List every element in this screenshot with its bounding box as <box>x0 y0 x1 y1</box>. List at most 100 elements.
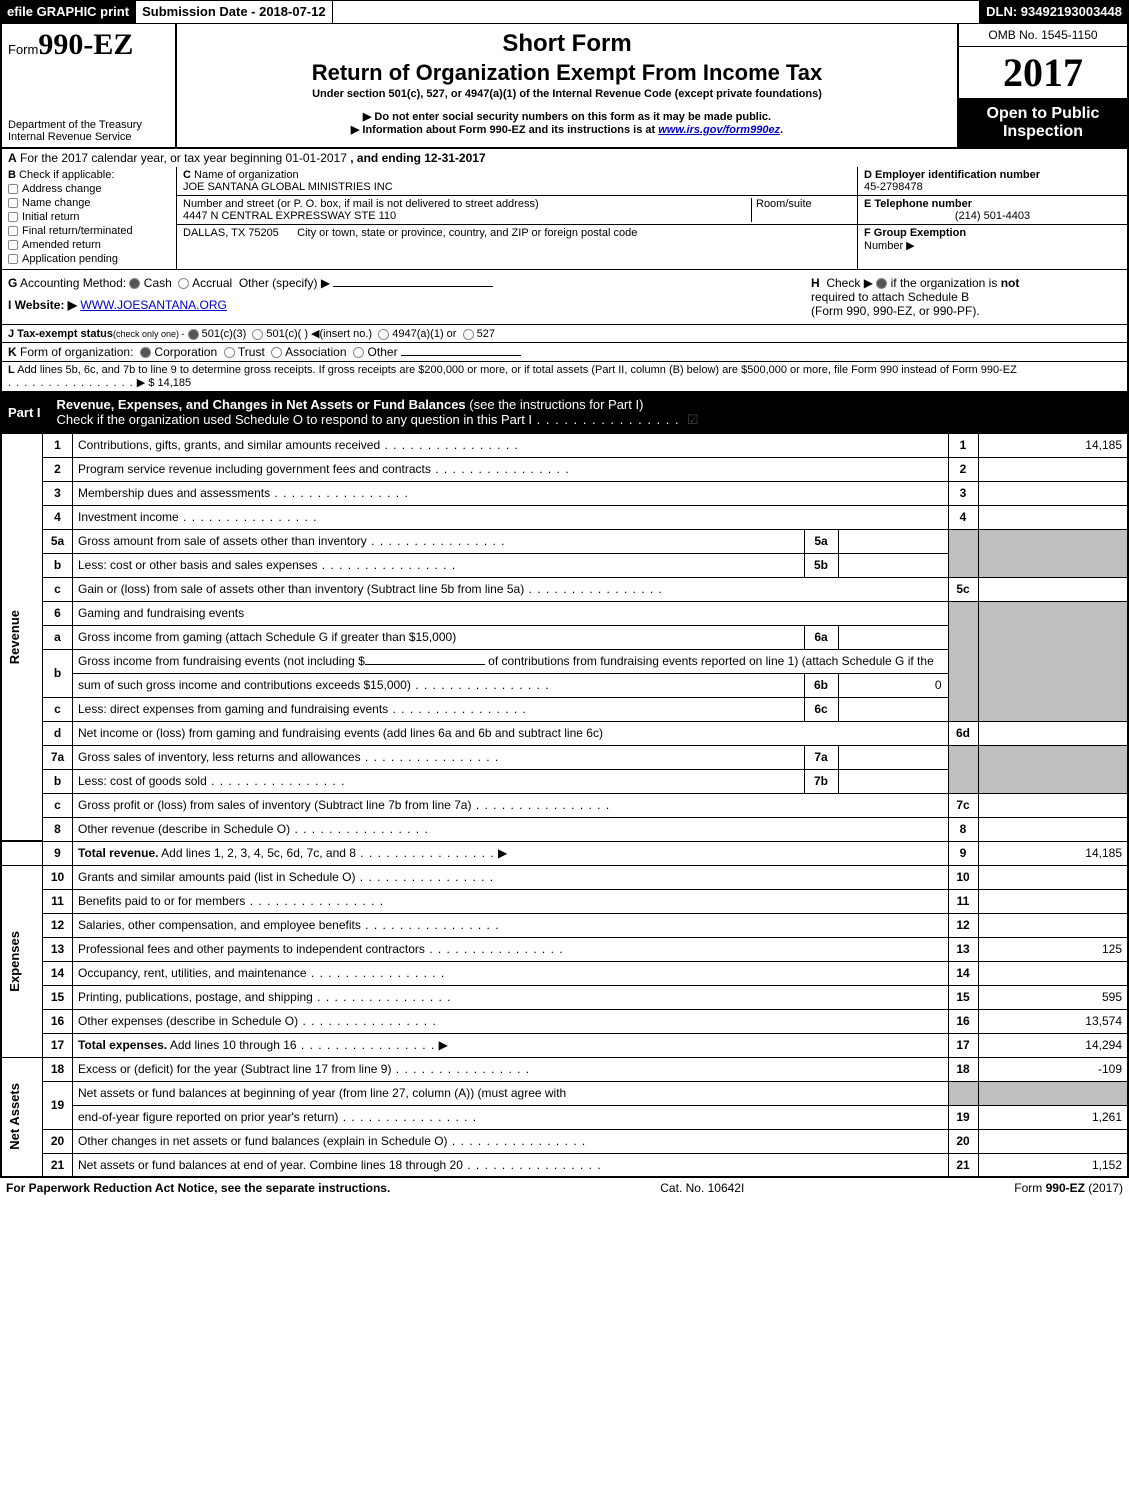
line-num: 1 <box>43 433 73 457</box>
line-desc: Benefits paid to or for members <box>73 889 949 913</box>
line-ref: 8 <box>948 817 978 841</box>
cb-amended-return[interactable]: Amended return <box>8 239 170 251</box>
line-num: 12 <box>43 913 73 937</box>
k-opt2: Association <box>285 345 346 359</box>
line-amount <box>978 721 1128 745</box>
line-num: 9 <box>43 841 73 865</box>
line-desc: Gross income from gaming (attach Schedul… <box>73 625 805 649</box>
line-ref: 19 <box>948 1105 978 1129</box>
sub-val <box>838 625 948 649</box>
line-ref: 15 <box>948 985 978 1009</box>
cb-label: Application pending <box>22 253 118 265</box>
d-block: D Employer identification number 45-2798… <box>858 167 1127 196</box>
radio-4947[interactable] <box>378 329 389 340</box>
cb-application-pending[interactable]: Application pending <box>8 253 170 265</box>
row-a: A For the 2017 calendar year, or tax yea… <box>2 149 1127 167</box>
row-gh: G Accounting Method: Cash Accrual Other … <box>2 269 1127 324</box>
line-ref: 2 <box>948 457 978 481</box>
line-desc: Less: cost of goods sold <box>73 769 805 793</box>
cb-final-return[interactable]: Final return/terminated <box>8 225 170 237</box>
h-not: not <box>1001 276 1020 290</box>
info-link[interactable]: www.irs.gov/form990ez <box>658 124 780 136</box>
efile-label: efile GRAPHIC print <box>0 0 136 24</box>
line-amount-grey <box>978 601 1128 721</box>
line-amount <box>978 577 1128 601</box>
radio-501c3[interactable] <box>188 329 199 340</box>
h-text3: required to attach Schedule B <box>811 290 969 304</box>
line-ref-grey <box>948 529 978 577</box>
h-text1: Check ▶ <box>826 276 873 290</box>
j-label: J Tax-exempt status <box>8 328 113 340</box>
sub-val: 0 <box>838 673 948 697</box>
sub-val <box>838 769 948 793</box>
radio-527[interactable] <box>463 329 474 340</box>
line-desc: Net assets or fund balances at beginning… <box>73 1081 949 1105</box>
line-desc: Gross sales of inventory, less returns a… <box>73 745 805 769</box>
section-a-l: A For the 2017 calendar year, or tax yea… <box>0 149 1129 393</box>
cb-name-change[interactable]: Name change <box>8 197 170 209</box>
a-text: For the 2017 calendar year, or tax year … <box>20 151 347 165</box>
line-num: 14 <box>43 961 73 985</box>
g-opt-accrual: Accrual <box>192 276 232 290</box>
row-j: J Tax-exempt status(check only one) - 50… <box>2 324 1127 342</box>
radio-trust[interactable] <box>224 347 235 358</box>
revenue-side-end <box>1 841 43 865</box>
line-num: c <box>43 577 73 601</box>
line-amount: 14,185 <box>978 841 1128 865</box>
line-amount-grey <box>978 529 1128 577</box>
line-num: 17 <box>43 1033 73 1057</box>
line-desc: Other changes in net assets or fund bala… <box>73 1129 949 1153</box>
col-c: C Name of organization JOE SANTANA GLOBA… <box>177 167 857 269</box>
row-k: K Form of organization: Corporation Trus… <box>2 342 1127 361</box>
radio-accrual[interactable] <box>178 278 189 289</box>
website-link[interactable]: WWW.JOESANTANA.ORG <box>80 298 226 312</box>
info-period: . <box>780 124 783 136</box>
line-num: 4 <box>43 505 73 529</box>
radio-cash[interactable] <box>129 278 140 289</box>
row-l: L Add lines 5b, 6c, and 7b to line 9 to … <box>2 361 1127 391</box>
k-label: K <box>8 345 17 359</box>
a-ending: , and ending 12-31-2017 <box>350 151 485 165</box>
part1-title-wrap: Revenue, Expenses, and Changes in Net As… <box>57 397 699 428</box>
sub-ref: 6a <box>804 625 838 649</box>
footer-right-suffix: (2017) <box>1085 1181 1123 1195</box>
line-amount: 1,261 <box>978 1105 1128 1129</box>
top-spacer <box>333 0 980 24</box>
line-ref: 7c <box>948 793 978 817</box>
tax-year: 2017 <box>959 47 1127 99</box>
radio-501c[interactable] <box>252 329 263 340</box>
form-prefix: Form <box>8 42 38 57</box>
radio-other[interactable] <box>353 347 364 358</box>
j-opt3: 527 <box>477 328 495 340</box>
dept-block: Department of the Treasury Internal Reve… <box>8 119 169 143</box>
line-desc: end-of-year figure reported on prior yea… <box>73 1105 949 1129</box>
j-small: (check only one) - <box>113 329 185 339</box>
line-amount <box>978 457 1128 481</box>
line-amount: 1,152 <box>978 1153 1128 1177</box>
cb-label: Address change <box>22 183 102 195</box>
line-num: 21 <box>43 1153 73 1177</box>
cb-address-change[interactable]: Address change <box>8 183 170 195</box>
submission-date: Submission Date - 2018-07-12 <box>136 0 333 24</box>
radio-h[interactable] <box>876 278 887 289</box>
form-title: Form990-EZ <box>8 28 169 62</box>
expenses-side: Expenses <box>1 865 43 1057</box>
cb-initial-return[interactable]: Initial return <box>8 211 170 223</box>
radio-assoc[interactable] <box>271 347 282 358</box>
line-num: 7a <box>43 745 73 769</box>
j-opt2: 4947(a)(1) or <box>392 328 456 340</box>
line-ref: 20 <box>948 1129 978 1153</box>
cb-label: Name change <box>22 197 91 209</box>
line-num: 19 <box>43 1081 73 1129</box>
sub-ref: 5b <box>804 553 838 577</box>
sub-val <box>838 553 948 577</box>
l-label: L <box>8 364 15 376</box>
line-desc: Printing, publications, postage, and shi… <box>73 985 949 1009</box>
line-ref: 18 <box>948 1057 978 1081</box>
c-city-value: DALLAS, TX 75205 <box>183 227 279 239</box>
g-opt-other: Other (specify) ▶ <box>239 276 330 290</box>
k-opt3: Other <box>368 345 398 359</box>
radio-corp[interactable] <box>140 347 151 358</box>
line-ref: 1 <box>948 433 978 457</box>
l-amount: $ 14,185 <box>148 377 191 389</box>
